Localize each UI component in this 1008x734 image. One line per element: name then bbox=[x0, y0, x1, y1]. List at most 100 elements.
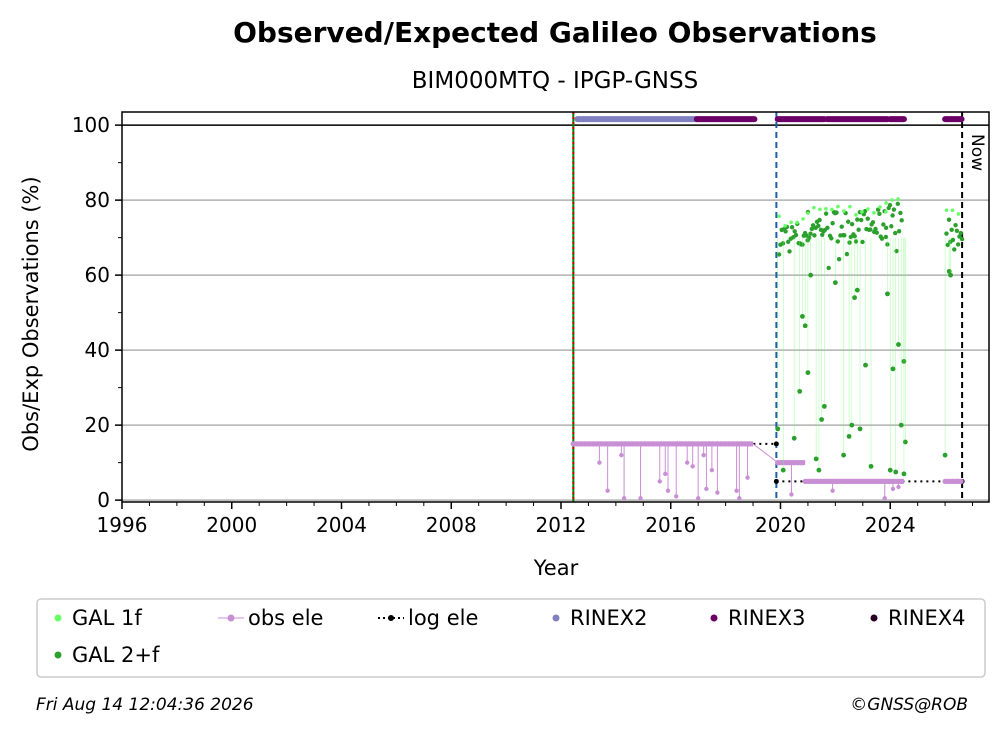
gal-2f-point bbox=[793, 232, 799, 238]
gal-1f-point bbox=[872, 211, 876, 215]
obs-ele-point bbox=[830, 478, 836, 484]
gal-2f-point bbox=[952, 247, 957, 252]
obs-ele-point bbox=[896, 484, 901, 490]
obs-ele-point bbox=[650, 441, 656, 447]
obs-ele-point bbox=[738, 441, 744, 447]
gal-2f-point bbox=[842, 233, 847, 238]
obs-ele-point bbox=[830, 488, 835, 493]
gal-2f-point bbox=[816, 223, 821, 229]
gal-2f-point bbox=[890, 213, 895, 218]
gal-1f-point bbox=[896, 197, 900, 201]
obs-ele-point bbox=[789, 492, 794, 497]
gal-1f-point bbox=[836, 204, 840, 209]
gal-2f-point bbox=[896, 342, 901, 347]
gal-1f-point bbox=[884, 201, 888, 205]
gal-2f-point bbox=[854, 287, 860, 293]
y-axis: 0 20 40 60 80 100 bbox=[72, 113, 122, 512]
obs-ele-point bbox=[874, 478, 880, 484]
obs-ele-point bbox=[630, 441, 636, 447]
obs-ele-point bbox=[574, 441, 580, 447]
obs-ele-point bbox=[614, 441, 620, 447]
obs-ele-point bbox=[734, 441, 740, 447]
obs-ele-point bbox=[791, 460, 797, 466]
gal-2f-point bbox=[846, 433, 852, 439]
obs-ele-point bbox=[726, 441, 732, 447]
obs-ele-point bbox=[722, 441, 728, 447]
gal-2f-point bbox=[902, 439, 908, 445]
gal-2f-point bbox=[898, 422, 904, 428]
x-axis: 1996 2000 2004 2008 2012 2016 2020 2024 bbox=[97, 502, 974, 537]
obs-ele-point bbox=[718, 441, 724, 447]
x-axis-label: Year bbox=[533, 556, 579, 580]
y-axis-label: Obs/Exp Observations (%) bbox=[19, 176, 43, 451]
gal-2f-point bbox=[855, 217, 860, 222]
gal-2f-point bbox=[944, 231, 949, 236]
gal-2f-point bbox=[849, 422, 855, 428]
plot-area: Now bbox=[121, 111, 990, 503]
obs-ele-point bbox=[890, 486, 896, 492]
gal-2f-point bbox=[789, 225, 795, 230]
gal-2f-point bbox=[890, 366, 896, 372]
gal-2f-point bbox=[826, 265, 831, 271]
gal-2f-point bbox=[887, 467, 893, 473]
obs-ele-point bbox=[822, 478, 828, 484]
gal-1f-point bbox=[854, 213, 858, 217]
gal-2f-point bbox=[868, 463, 874, 469]
gal-1f-point bbox=[812, 205, 816, 210]
gal-2f-point bbox=[955, 242, 961, 247]
gal-1f-point bbox=[956, 212, 961, 216]
chart-subtitle: BIM000MTQ - IPGP-GNSS bbox=[412, 68, 698, 94]
gal-2f-point bbox=[879, 236, 885, 241]
y-tick-label: 40 bbox=[85, 338, 110, 362]
gal-2f-point bbox=[808, 231, 813, 236]
gal-1f-point bbox=[789, 220, 793, 225]
obs-ele-point bbox=[605, 488, 610, 493]
gal-1f-point bbox=[795, 220, 799, 225]
obs-ele-point bbox=[657, 479, 662, 484]
legend-marker bbox=[552, 614, 560, 622]
gal-2f-point bbox=[885, 291, 890, 297]
gal-2f-point bbox=[954, 228, 960, 233]
obs-ele-point bbox=[663, 471, 668, 477]
obs-ele-point bbox=[850, 478, 856, 484]
obs-ele-point bbox=[638, 441, 644, 447]
x-tick-label: 2008 bbox=[426, 513, 477, 537]
obs-ele-point bbox=[814, 478, 820, 484]
plot-frame bbox=[121, 111, 990, 503]
obs-ele-point bbox=[730, 441, 736, 447]
x-tick-label: 2000 bbox=[206, 513, 257, 537]
gal-1f-point bbox=[818, 207, 822, 212]
gal-2f-point bbox=[949, 227, 954, 233]
obs-ele-point bbox=[854, 478, 860, 484]
y-tick-label: 20 bbox=[85, 413, 110, 437]
gal-2f-point bbox=[823, 211, 829, 216]
gal-2f-point bbox=[857, 426, 863, 432]
gal-2f-point bbox=[894, 248, 899, 254]
legend-label: GAL 2+f bbox=[72, 643, 160, 667]
gal-2f-point bbox=[852, 295, 857, 301]
legend-label: GAL 1f bbox=[72, 606, 142, 630]
y-tick-label: 80 bbox=[85, 188, 110, 212]
legend-label: RINEX4 bbox=[888, 606, 966, 630]
obs-ele-point bbox=[834, 478, 840, 484]
gal-2f-point bbox=[887, 202, 893, 208]
obs-ele-point bbox=[942, 478, 948, 484]
gal-2f-point bbox=[881, 222, 886, 227]
obs-ele-point bbox=[810, 478, 816, 484]
obs-ele-point bbox=[597, 460, 602, 465]
gal-2f-point bbox=[775, 426, 781, 432]
obs-ele-point bbox=[678, 441, 684, 447]
obs-ele-point bbox=[642, 441, 648, 447]
gal-2f-point bbox=[895, 201, 901, 207]
legend-label: log ele bbox=[408, 606, 478, 630]
obs-ele-point bbox=[682, 441, 688, 447]
gal-1f-point bbox=[801, 217, 805, 221]
obs-ele-point bbox=[654, 441, 660, 447]
gal-2f-point bbox=[945, 242, 950, 248]
gal-1f-point bbox=[777, 214, 781, 218]
gal-2f-point bbox=[805, 370, 811, 376]
gal-2f-point bbox=[800, 313, 805, 319]
gal-2f-point bbox=[901, 471, 907, 477]
gal-2f-point bbox=[819, 417, 825, 422]
legend-label: RINEX3 bbox=[728, 606, 806, 630]
